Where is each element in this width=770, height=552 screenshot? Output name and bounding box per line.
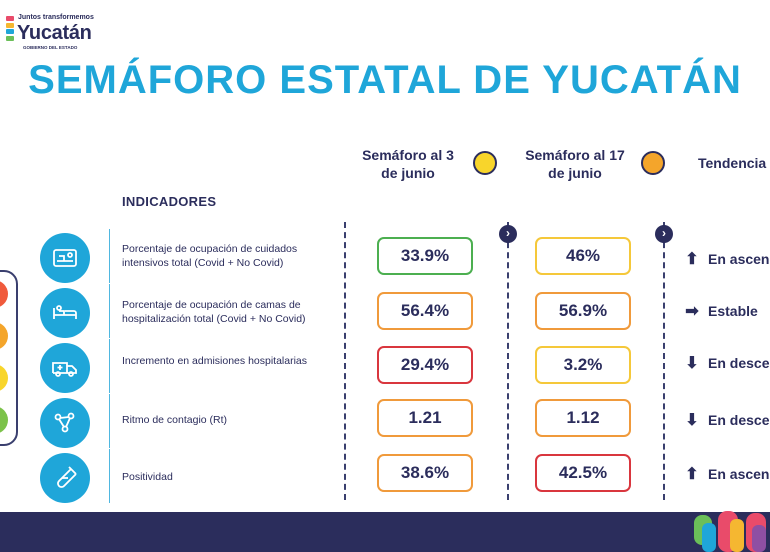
yucatan-logo: Juntos transformemos Yucatán GOBIERNO DE… [6,14,94,50]
trend: ⬇ En descenso [684,410,770,430]
trend: ➡ Estable [684,301,758,321]
chevron-right-icon: › [655,225,673,243]
arrow-right-icon: ➡ [685,303,699,320]
trend-label: Estable [708,303,758,319]
value-17-junio: 56.9% [535,292,631,330]
column-divider [507,222,509,500]
indicator-row-admissions: Incremento en admisiones hospitalarias 2… [0,339,770,393]
indicator-row-hospital-beds: Porcentaje de ocupación de camas de hosp… [0,284,770,338]
row-separator [109,284,110,338]
value-17-junio: 42.5% [535,454,631,492]
trend: ⬆ En ascenso [684,249,770,269]
trend-label: En descenso [708,355,770,371]
column-header-17-junio: Semáforo al 17 de junio [525,147,625,181]
trend: ⬇ En descenso [684,353,770,373]
yellow-light-icon [473,151,497,175]
test-tube-icon [40,453,90,503]
column-divider [344,222,346,500]
indicator-row-positivity: Positividad 38.6% 42.5% ⬆ En ascenso [0,449,770,503]
row-separator [109,339,110,393]
chevron-right-icon: › [499,225,517,243]
indicators-heading: INDICADORES [122,194,217,209]
arrow-up-icon: ⬆ [685,251,699,268]
arrow-down-icon: ⬇ [685,412,699,429]
value-17-junio: 46% [535,237,631,275]
logo-mark-icon [6,16,14,42]
row-separator [109,229,110,283]
column-header-3-junio: Semáforo al 3 de junio [362,147,454,181]
logo-subtitle: GOBIERNO DEL ESTADO [23,45,78,50]
indicator-label: Porcentaje de ocupación de camas de hosp… [122,299,306,325]
logo-name: Yucatán [17,22,92,44]
indicator-label: Positividad [122,471,173,483]
row-separator [109,394,110,448]
page-title: SEMÁFORO ESTATAL DE YUCATÁN [28,58,742,102]
value-3-junio: 56.4% [377,292,473,330]
hospital-bed-icon [40,288,90,338]
indicator-row-icu: Porcentaje de ocupación de cuidados inte… [0,229,770,283]
indicator-row-contagion: Ritmo de contagio (Rt) 1.21 1.12 ⬇ En des… [0,394,770,448]
value-3-junio: 1.21 [377,399,473,437]
value-3-junio: 33.9% [377,237,473,275]
column-divider [663,222,665,500]
arrow-down-icon: ⬇ [685,355,699,372]
trend-label: En descenso [708,412,770,428]
orange-light-icon [641,151,665,175]
column-header-tendencia: Tendencia [698,155,767,171]
value-17-junio: 1.12 [535,399,631,437]
trend: ⬆ En ascenso [684,464,770,484]
row-separator [109,449,110,503]
value-3-junio: 38.6% [377,454,473,492]
value-17-junio: 3.2% [535,346,631,384]
footer-bar [0,512,770,552]
value-3-junio: 29.4% [377,346,473,384]
trend-label: En ascenso [708,251,770,267]
contagion-icon [40,398,90,448]
trend-label: En ascenso [708,466,770,482]
icu-bed-icon [40,233,90,283]
arrow-up-icon: ⬆ [685,466,699,483]
traffic-light-icon [0,270,18,446]
ambulance-icon [40,343,90,393]
indicator-label: Porcentaje de ocupación de cuidados inte… [122,243,298,269]
logo-tagline: Juntos transformemos [18,14,94,21]
indicator-label: Incremento en admisiones hospitalarias [122,355,308,367]
decorative-shapes-icon [694,511,766,552]
indicator-label: Ritmo de contagio (Rt) [122,414,228,426]
